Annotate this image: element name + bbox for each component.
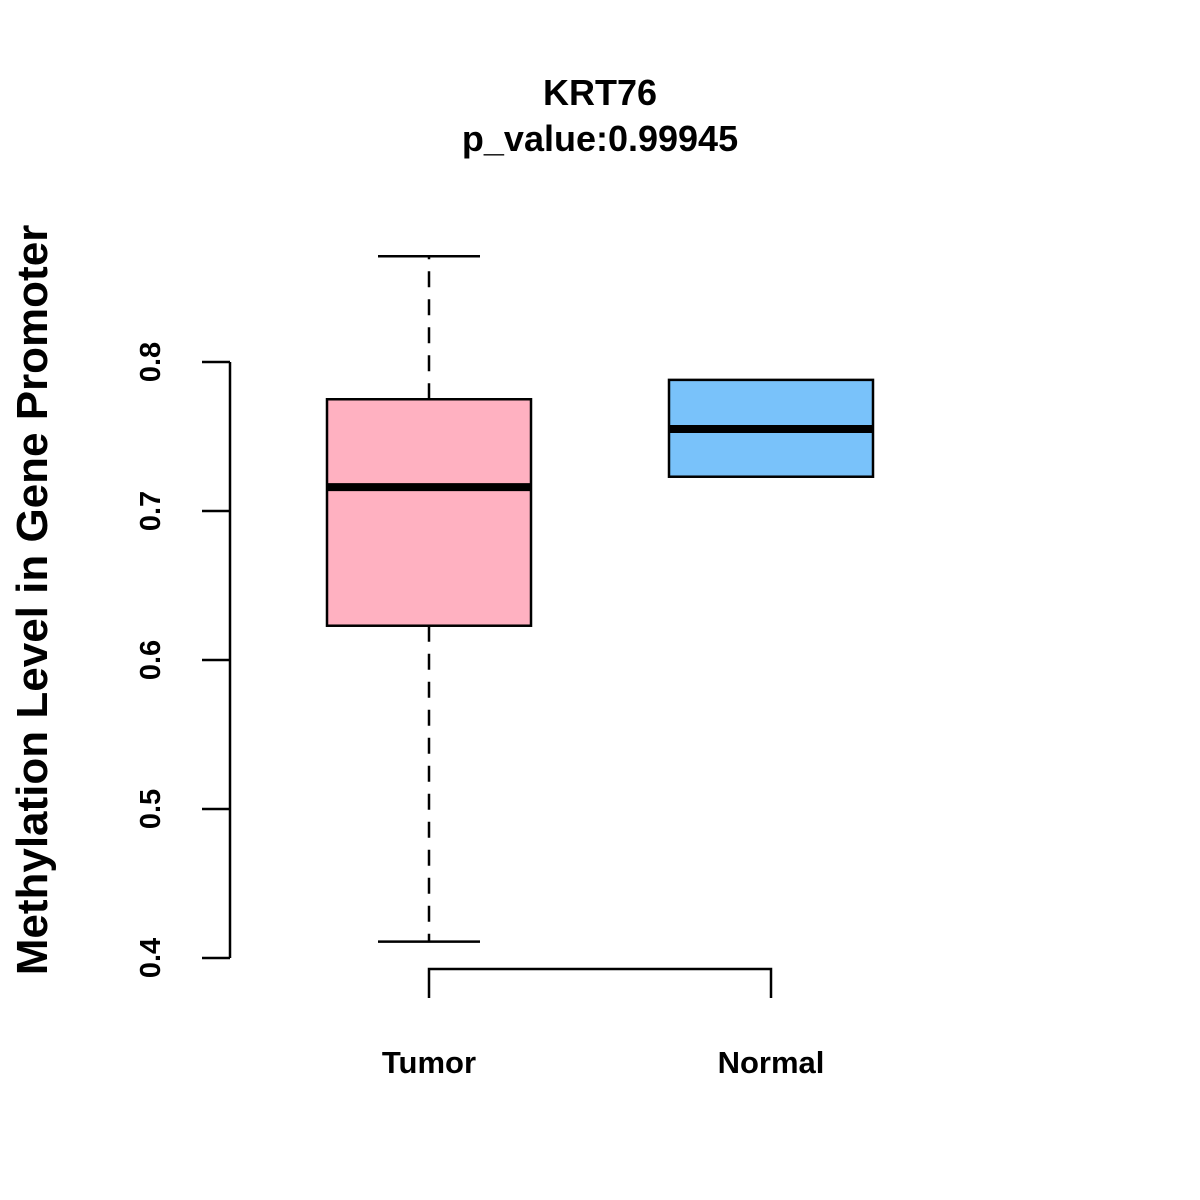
y-tick-label: 0.4 (135, 938, 167, 978)
x-tick-label: Normal (718, 1045, 825, 1080)
y-tick-label: 0.8 (135, 342, 167, 382)
y-tick-label: 0.5 (135, 789, 167, 829)
box-tumor (325, 254, 533, 943)
y-tick-label: 0.6 (135, 640, 167, 680)
y-axis: 0.4 0.5 0.6 0.7 0.8 (135, 342, 232, 978)
x-tick-label: Tumor (382, 1045, 476, 1080)
y-axis-label: Methylation Level in Gene Promoter (8, 225, 57, 976)
boxes-layer (325, 254, 875, 943)
x-axis: Tumor Normal (382, 967, 825, 1080)
x-axis-line (427, 967, 773, 998)
chart-subtitle: p_value:0.99945 (462, 118, 738, 159)
box-iqr (325, 398, 533, 627)
box-normal (667, 378, 875, 478)
y-tick-label: 0.7 (135, 491, 167, 531)
chart-title: KRT76 (543, 72, 657, 113)
